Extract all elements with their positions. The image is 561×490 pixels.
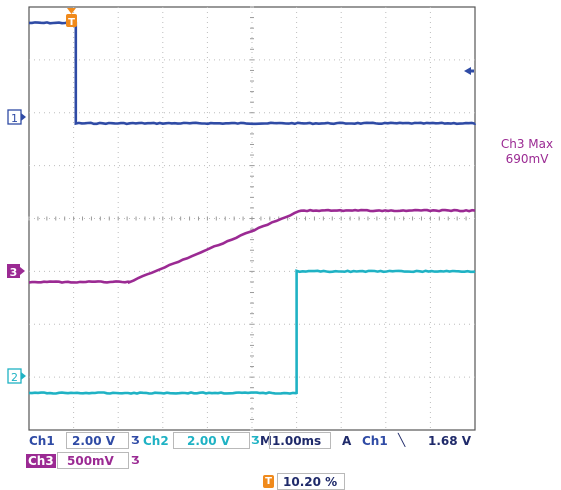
measurement-value: 690mV (506, 152, 550, 166)
ch3-marker-label: 3 (10, 266, 18, 279)
ch1-scale: 2.00 V (72, 434, 116, 448)
ch1-label[interactable]: Ch1 (29, 434, 55, 448)
ch1-scale-box[interactable] (66, 432, 129, 449)
trigger-position-label: T (68, 17, 75, 28)
ch2-bw-limit-icon: Ʒ (251, 434, 260, 447)
ch1-marker-label: 1 (11, 112, 18, 125)
ch2-scale: 2.00 V (187, 434, 231, 448)
ch2-scale-box[interactable] (173, 432, 250, 449)
ch2-marker-label: 2 (11, 371, 18, 384)
ch3-label[interactable]: Ch3 (26, 454, 56, 468)
ch3-trace (28, 208, 476, 285)
grid-lines (29, 7, 475, 430)
trigger-level-arrow-icon[interactable] (464, 67, 474, 75)
grid-center-ticks (28, 6, 467, 431)
trigger-slope-icon: ╲ (398, 433, 406, 447)
acquisition-mode: A (342, 434, 352, 448)
ch2-trace (28, 269, 476, 395)
trigger-position-marker[interactable]: T (66, 8, 77, 28)
trigger-level[interactable]: 1.68 V (428, 434, 472, 448)
ch2-ground-marker[interactable]: 2 (7, 368, 26, 384)
ch1-trace (29, 21, 477, 126)
timebase-box (269, 432, 331, 449)
trigger-position-icon: T (263, 475, 274, 488)
ch3-scale: 500mV (67, 454, 114, 468)
timebase[interactable]: M1.00ms (260, 434, 322, 448)
trigger-position-value: 10.20 % (283, 475, 338, 489)
ch1-ground-marker[interactable]: 1 (7, 109, 26, 125)
ch3-bw-limit-icon: Ʒ (131, 454, 140, 467)
ch1-bw-limit-icon: Ʒ (131, 434, 140, 447)
ch3-ground-marker[interactable]: 3 (7, 264, 25, 279)
graticule (28, 6, 476, 431)
ch2-label[interactable]: Ch2 (143, 434, 169, 448)
trigger-source[interactable]: Ch1 (362, 434, 388, 448)
measurement-name: Ch3 Max (501, 137, 553, 151)
ch3-scale-box[interactable] (57, 452, 129, 469)
